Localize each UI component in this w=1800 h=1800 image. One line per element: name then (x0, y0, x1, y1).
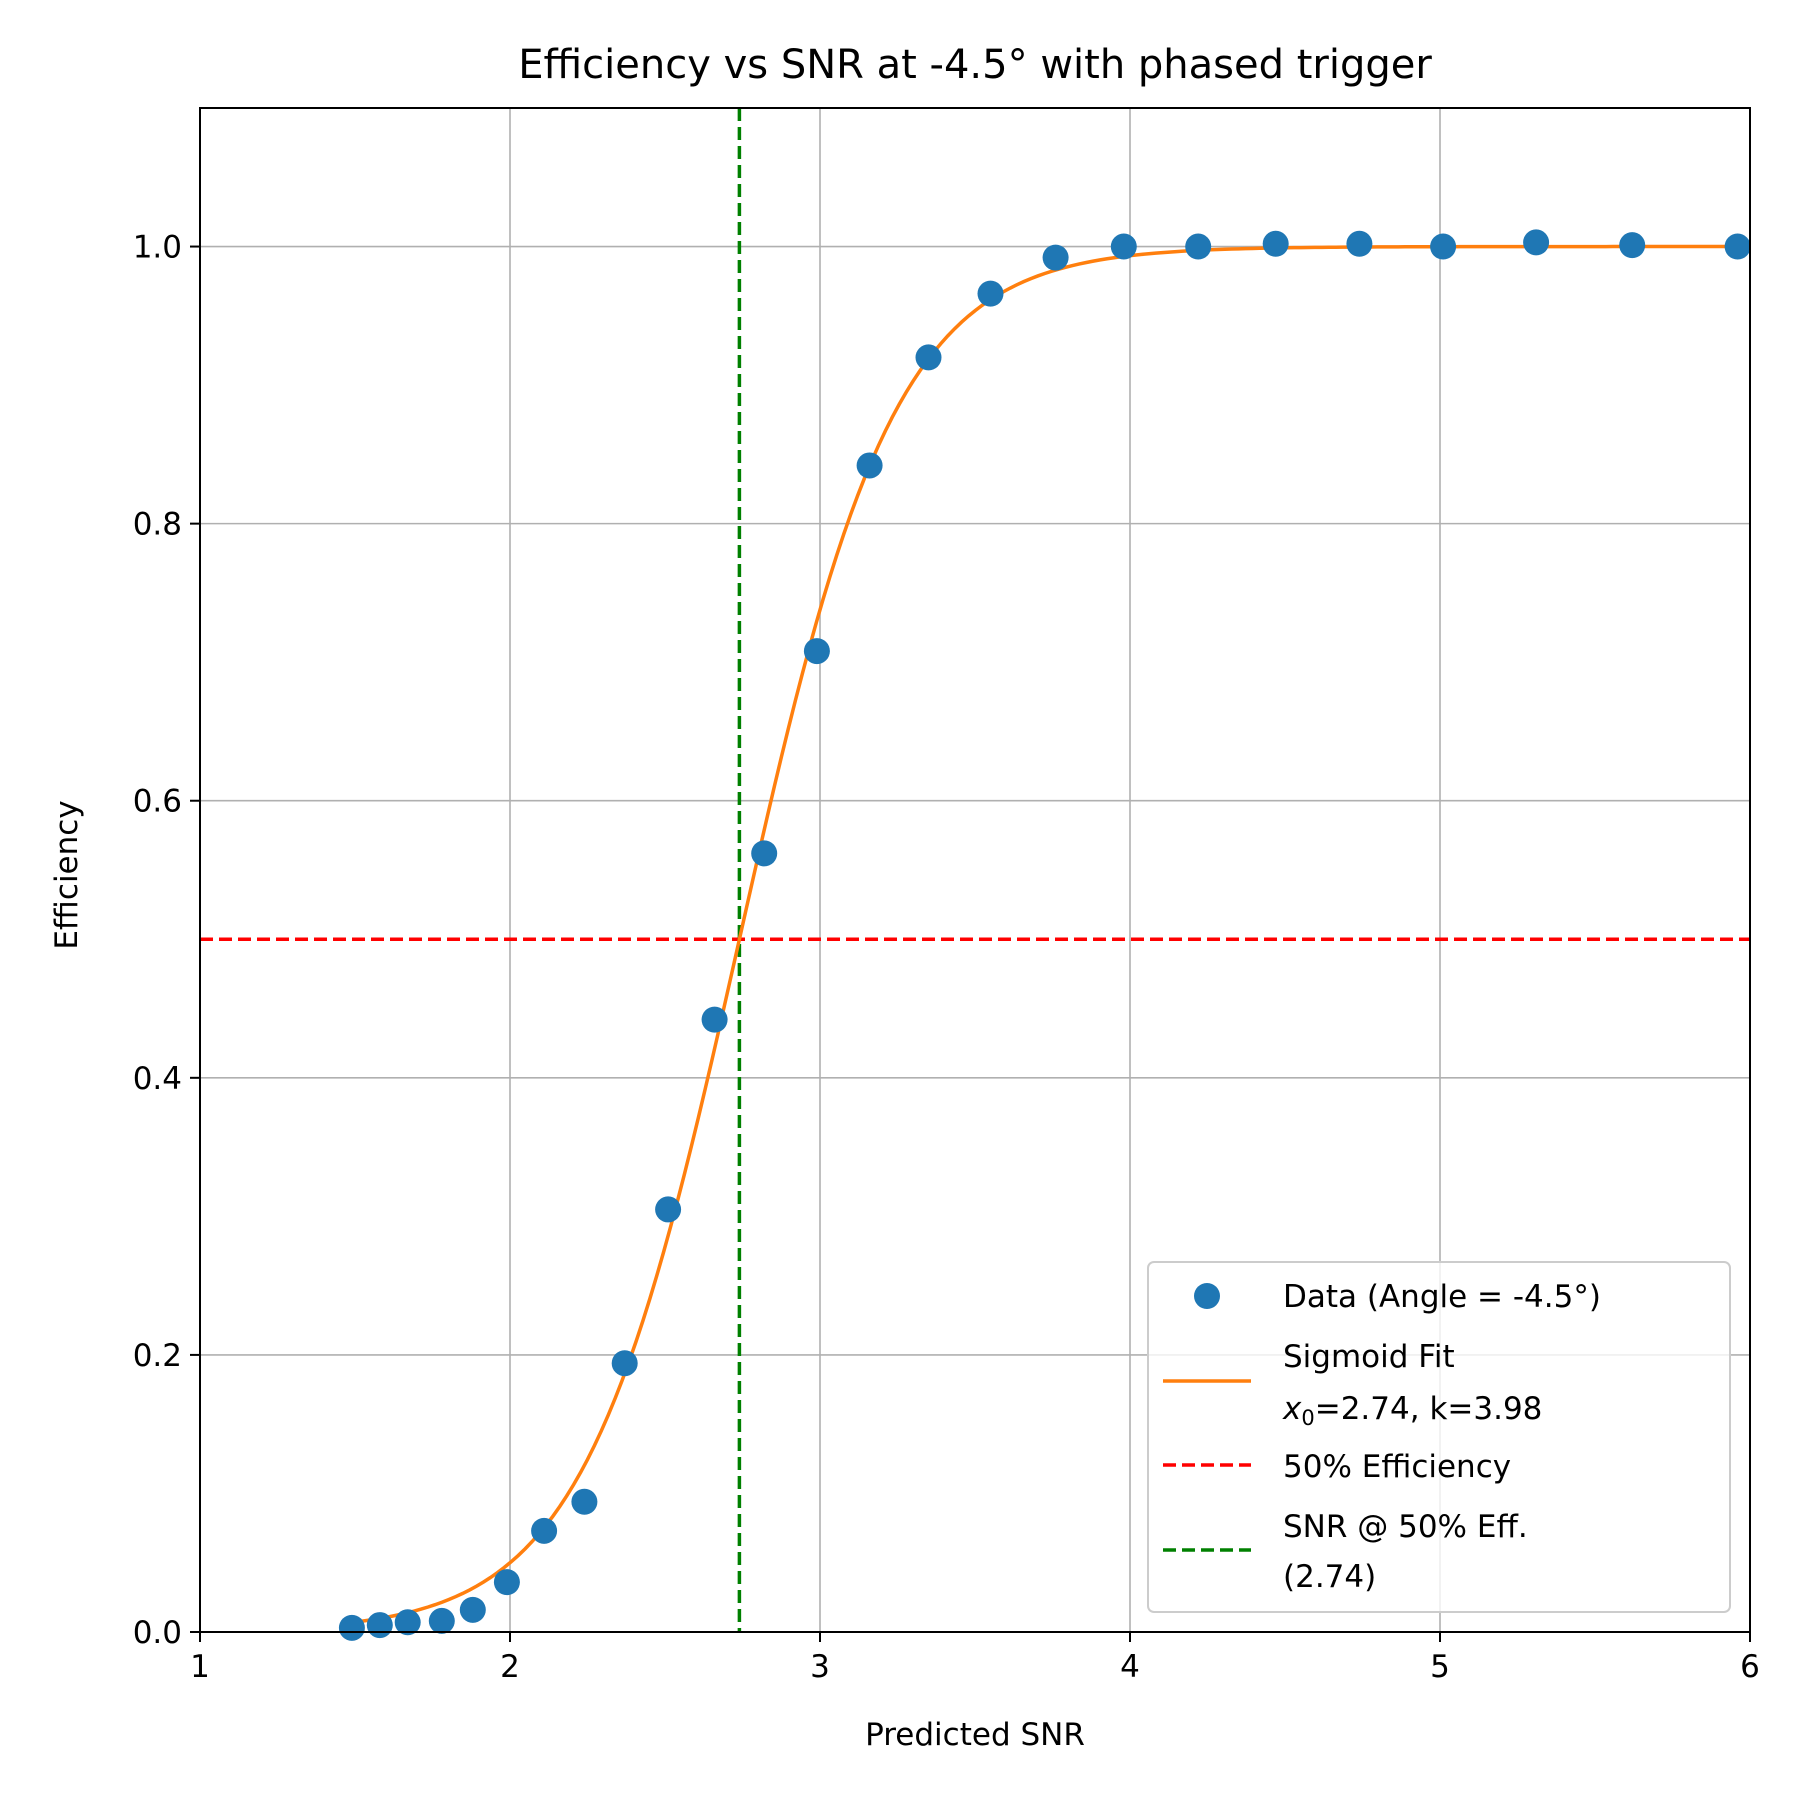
data-point (1262, 230, 1289, 257)
y-tick-label: 0.6 (133, 784, 182, 820)
data-point (751, 840, 778, 867)
data-point (1042, 244, 1069, 271)
data-point (1110, 233, 1137, 260)
reference-lines (200, 108, 1750, 1632)
data-point (1346, 230, 1373, 257)
data-point (459, 1596, 486, 1623)
data-point (1430, 233, 1457, 260)
data-point (803, 638, 830, 665)
legend-fit-param-rest: =2.74, k=3.98 (1315, 1391, 1543, 1427)
data-point (338, 1614, 365, 1641)
data-point (493, 1569, 520, 1596)
legend-fit-params: x0=2.74, k=3.98 (1282, 1391, 1542, 1430)
x-tick-label: 3 (810, 1649, 830, 1685)
legend-data-marker (1194, 1283, 1220, 1309)
data-point (1619, 232, 1646, 259)
y-tick-label: 1.0 (133, 230, 182, 266)
y-tick-label: 0.2 (133, 1338, 182, 1374)
data-point (915, 344, 942, 371)
y-axis-label: Efficiency (49, 800, 85, 949)
x-tick-label: 6 (1740, 1649, 1760, 1685)
y-tick-label: 0.8 (133, 507, 182, 543)
data-point (611, 1350, 638, 1377)
y-tick-label: 0.4 (133, 1061, 182, 1097)
legend-snr-value: (2.74) (1283, 1559, 1376, 1595)
data-point (428, 1607, 455, 1634)
legend-fit-param-var: x (1282, 1391, 1302, 1427)
data-point (366, 1612, 393, 1639)
axis-ticks: 1 2 3 4 5 6 0.0 0.2 0.4 0.6 0.8 1.0 (133, 230, 1760, 1685)
x-tick-label: 4 (1120, 1649, 1140, 1685)
x-tick-label: 1 (190, 1649, 210, 1685)
x-tick-label: 5 (1430, 1649, 1450, 1685)
data-point (1724, 233, 1751, 260)
data-point (1185, 233, 1212, 260)
chart-title: Efficiency vs SNR at -4.5° with phased t… (518, 42, 1432, 88)
legend-fit-param-sub: 0 (1301, 1406, 1314, 1430)
data-point (977, 280, 1004, 307)
data-point (531, 1517, 558, 1544)
plot-frame (199, 107, 1751, 1633)
legend-snr-label: SNR @ 50% Eff. (1283, 1509, 1528, 1545)
legend-data-label: Data (Angle = -4.5°) (1283, 1279, 1601, 1315)
sigmoid-fit-curve (351, 244, 1738, 1625)
legend-50pct-label: 50% Efficiency (1283, 1449, 1511, 1485)
data-point (655, 1196, 682, 1223)
x-axis-label: Predicted SNR (865, 1717, 1085, 1753)
data-points (338, 229, 1751, 1641)
y-tick-label: 0.0 (133, 1615, 182, 1651)
data-point (856, 452, 883, 479)
grid-lines (199, 108, 1751, 1633)
data-point (701, 1006, 728, 1033)
legend: Data (Angle = -4.5°) Sigmoid Fit x0=2.74… (1147, 1261, 1731, 1613)
fit-curve-layer (351, 244, 1738, 1625)
data-point (571, 1488, 598, 1515)
legend-fit-label: Sigmoid Fit (1283, 1339, 1455, 1375)
data-point (394, 1609, 421, 1636)
x-tick-label: 2 (500, 1649, 520, 1685)
legend-box (1147, 1261, 1731, 1613)
data-point (1523, 229, 1550, 256)
